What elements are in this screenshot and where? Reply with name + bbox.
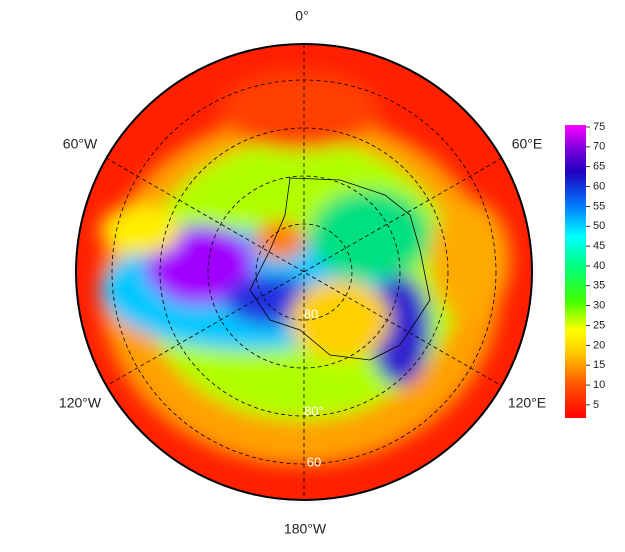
latitude-labels: 80 80° 60 — [304, 306, 324, 469]
colorbar-tick-label: 35 — [593, 280, 605, 292]
colorbar: 5 10 15 20 25 30 35 40 45 50 55 60 65 70 75 — [565, 121, 605, 418]
colorbar-tick-label: 10 — [593, 379, 605, 391]
meridian-label: 120°E — [508, 395, 546, 411]
colorbar-tick-label: 5 — [593, 399, 599, 411]
meridian-label: 120°W — [59, 395, 102, 411]
colorbar-tick-label: 50 — [593, 220, 605, 232]
polar-field — [76, 44, 532, 500]
meridian-labels: 0° 60°E 120°E 180°W 120°W 60°W — [59, 8, 546, 537]
colorbar-tick-label: 15 — [593, 359, 605, 371]
colorbar-tick-label: 55 — [593, 200, 605, 212]
colorbar-tick-label: 20 — [593, 339, 605, 351]
meridian-label: 60°E — [512, 136, 543, 152]
colorbar-tick-label: 25 — [593, 319, 605, 331]
graticule — [105, 44, 503, 500]
meridian-label: 60°W — [63, 136, 98, 152]
latitude-label: 80 — [304, 306, 318, 321]
map-border — [75, 43, 533, 501]
colorbar-tick-label: 65 — [593, 161, 605, 173]
colorbar-tick-label: 40 — [593, 260, 605, 272]
latitude-label: 80° — [304, 403, 324, 418]
colorbar-ramp — [565, 125, 586, 418]
meridian-label: 0° — [295, 8, 308, 24]
meridian-label: 180°W — [284, 521, 327, 537]
colorbar-tick-label: 75 — [593, 121, 605, 133]
colorbar-tick-label: 30 — [593, 300, 605, 312]
colorbar-tick-label: 60 — [593, 180, 605, 192]
colorbar-tick-label: 45 — [593, 240, 605, 252]
colorbar-tick-label: 70 — [593, 141, 605, 153]
latitude-label: 60 — [307, 454, 321, 469]
coastline — [249, 177, 431, 361]
